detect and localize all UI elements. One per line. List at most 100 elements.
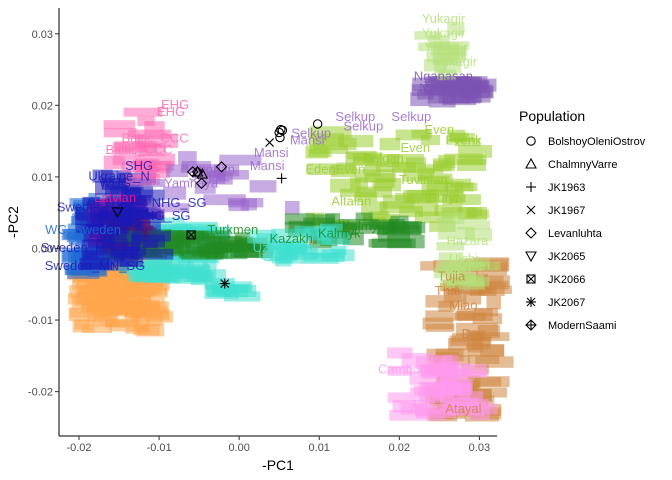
cloud-mark	[478, 285, 512, 294]
cloud-mark	[98, 300, 113, 310]
point-chalmnyvarre	[196, 167, 209, 179]
legend-label: JK1967	[548, 205, 585, 217]
cloud-mark	[420, 261, 437, 271]
cloud-mark	[164, 267, 202, 276]
cloud-mark	[330, 164, 356, 178]
cloud-mark	[441, 212, 465, 224]
cloud-mark	[191, 247, 209, 257]
cloud-mark	[480, 344, 505, 357]
population-label: Atayal	[445, 401, 481, 416]
cloud-mark	[401, 221, 419, 230]
cloud-16	[387, 347, 498, 421]
cloud-mark	[103, 128, 137, 138]
point-bolshoyoleniostrov	[275, 132, 285, 143]
cloud-mark	[167, 232, 186, 243]
x-tick-label: 0.02	[389, 442, 410, 454]
cloud-mark	[136, 158, 159, 173]
cloud-12	[204, 278, 261, 302]
cloud-mark	[462, 291, 482, 305]
cloud-mark	[136, 278, 170, 291]
population-label: Hezhen	[445, 258, 490, 273]
cloud-mark	[446, 276, 490, 287]
legend-label: JK2065	[548, 251, 585, 263]
triangle-down-icon	[525, 251, 537, 263]
cloud-mark	[105, 195, 146, 209]
legend-entry-levanluhta: Levanluhta	[525, 227, 603, 240]
point-bolshoyoleniostrov	[274, 127, 284, 138]
cloud-mark	[443, 265, 467, 274]
cloud-mark	[82, 196, 100, 206]
cloud-mark	[466, 207, 482, 217]
legend-entries: BolshoyOleniOstrov ChalmnyVarre JK1963 JK19…	[525, 136, 646, 332]
cloud-mark	[87, 219, 103, 229]
cloud-mark	[137, 116, 155, 126]
population-label: Buryat	[429, 190, 467, 205]
legend-entry-jk1963: JK1963	[526, 182, 585, 194]
cloud-mark	[154, 167, 170, 178]
cloud-mark	[228, 199, 250, 212]
population-label: Sweden_MN_SG	[45, 258, 145, 273]
x-tick-label: 0.03	[469, 442, 490, 454]
point-bolshoyoleniostrov	[277, 125, 288, 136]
cloud-mark	[115, 208, 155, 219]
cloud-mark	[321, 232, 351, 246]
cloud-mark	[428, 76, 464, 87]
population-label: NHG_SG	[152, 195, 207, 210]
x-tick-label: -0.02	[66, 442, 91, 454]
cloud-mark	[436, 242, 464, 251]
cloud-mark	[459, 155, 487, 165]
cloud-mark	[83, 248, 98, 259]
point-jk2065	[111, 207, 124, 219]
cloud-mark	[148, 203, 190, 213]
population-label: NHG_SG	[136, 208, 191, 223]
cloud-mark	[81, 324, 113, 333]
population-label: Selkup	[343, 118, 383, 133]
cloud-mark	[81, 298, 116, 309]
cloud-mark	[282, 244, 313, 255]
cloud-mark	[457, 391, 483, 402]
legend-entry-chalmnyvarre: ChalmnyVarre	[525, 157, 618, 171]
cloud-mark	[389, 410, 428, 421]
cloud-8	[128, 151, 300, 215]
point-jk1967	[265, 138, 274, 147]
population-label: Kazakh	[270, 231, 313, 246]
cloud-mark	[203, 194, 246, 206]
cloud-mark	[411, 84, 430, 97]
legend-label: ModernSaami	[548, 320, 616, 332]
population-label: Selkup	[291, 126, 331, 141]
cloud-mark	[249, 180, 277, 193]
point-jk2066	[186, 230, 196, 240]
population-label: Cambodian	[378, 362, 445, 377]
cloud-mark	[206, 285, 227, 296]
cloud-mark	[449, 335, 492, 346]
cloud-mark	[68, 293, 92, 305]
population-label: Sweden_PWC	[57, 199, 142, 214]
cloud-mark	[284, 201, 300, 215]
population-label: Kalmyk	[342, 219, 385, 234]
y-tick-label: 0.00	[32, 243, 53, 255]
cloud-mark	[91, 219, 116, 230]
cloud-mark	[138, 143, 166, 157]
cloud-mark	[374, 178, 401, 192]
population-label: Latvian	[94, 190, 136, 205]
cloud-mark	[128, 179, 152, 188]
cloud-mark	[464, 403, 498, 415]
cloud-mark	[157, 242, 191, 254]
cloud-mark	[187, 256, 208, 268]
population-label: Evenk	[445, 133, 482, 148]
population-label: WHG	[99, 176, 131, 191]
population-label: Nganasan	[414, 68, 473, 83]
population-label: Thai	[435, 283, 460, 298]
cloud-mark	[163, 186, 187, 200]
cloud-mark	[446, 369, 488, 378]
cloud-mark	[100, 170, 132, 184]
legend-entry-bolshoyoleniostrov: BolshoyOleniOstrov	[526, 136, 646, 148]
cloud-mark	[136, 323, 165, 337]
plus-icon	[526, 182, 536, 192]
population-label: EHG	[157, 104, 185, 119]
population-label: Yamnaya	[164, 176, 219, 191]
cloud-mark	[467, 376, 510, 387]
cloud-mark	[89, 229, 119, 238]
cloud-mark	[352, 153, 372, 162]
asterisk-icon	[526, 297, 536, 307]
